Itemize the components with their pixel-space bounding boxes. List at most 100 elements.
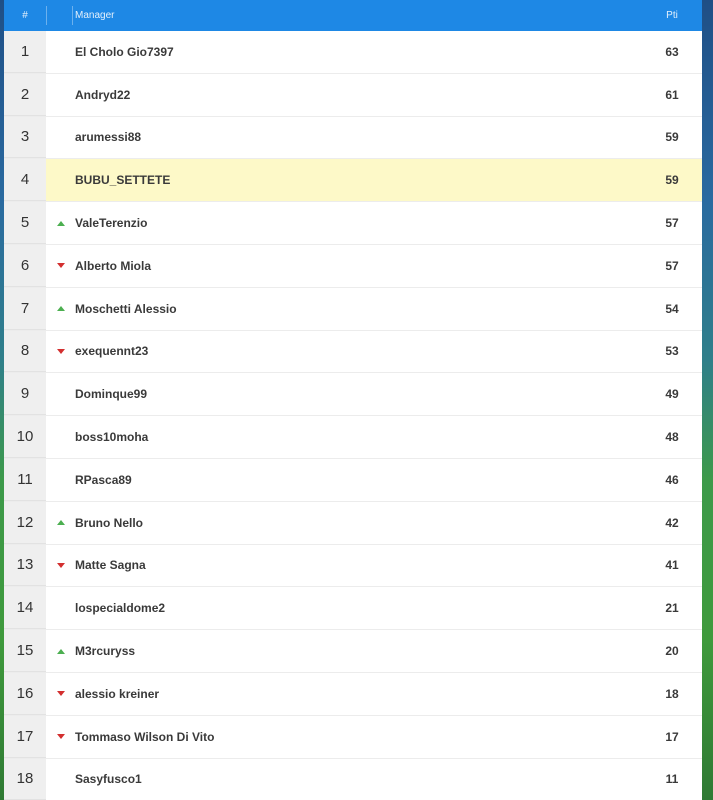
- row-trend: [46, 716, 75, 758]
- table-row[interactable]: 2 Andryd22 61: [4, 73, 702, 117]
- table-row[interactable]: 5 ValeTerenzio 57: [4, 202, 702, 245]
- table-row[interactable]: 10 boss10moha 48: [4, 416, 702, 459]
- manager-name[interactable]: Moschetti Alessio: [75, 301, 177, 316]
- row-trend: [46, 459, 75, 501]
- row-trend: [46, 117, 75, 159]
- row-points: 63: [665, 44, 679, 59]
- table-row[interactable]: 8 exequennt23 53: [4, 330, 702, 374]
- table-row[interactable]: 6 Alberto Miola 57: [4, 244, 702, 288]
- manager-name[interactable]: Dominque99: [75, 387, 148, 402]
- manager-name[interactable]: arumessi88: [75, 130, 142, 145]
- row-trend: [46, 202, 75, 244]
- header-points[interactable]: Pti: [666, 10, 678, 21]
- table-row[interactable]: 3 arumessi88 59: [4, 116, 702, 160]
- row-points: 59: [665, 130, 679, 145]
- table-body: 1 El Cholo Gio7397 63 2 Andryd22 61 3 arumessi8…: [4, 31, 702, 800]
- arrow-down-icon: [56, 348, 65, 354]
- header-manager[interactable]: Manager: [75, 10, 115, 21]
- header-rank[interactable]: #: [22, 10, 28, 21]
- row-trend: [46, 502, 75, 544]
- table-row[interactable]: 17 Tommaso Wilson Di Vito 17: [4, 715, 702, 759]
- row-trend: [46, 587, 75, 629]
- row-points: 54: [665, 301, 679, 316]
- row-rank: 17: [4, 715, 46, 758]
- row-trend: [46, 373, 75, 415]
- row-trend: [46, 331, 75, 373]
- row-points: 48: [665, 430, 679, 445]
- manager-name[interactable]: BUBU_SETTETE: [75, 159, 642, 202]
- header-divider: [46, 6, 47, 25]
- manager-name[interactable]: exequennt23: [75, 344, 149, 359]
- row-trend: [46, 630, 75, 672]
- row-points: 53: [665, 344, 679, 359]
- manager-name[interactable]: alessio kreiner: [75, 686, 160, 701]
- row-points: 59: [642, 159, 702, 202]
- row-trend: [46, 74, 75, 116]
- manager-name[interactable]: ValeTerenzio: [75, 216, 148, 231]
- manager-name[interactable]: Alberto Miola: [75, 258, 152, 273]
- header-divider: [72, 6, 73, 25]
- table-row[interactable]: 18 Sasyfusco1 11: [4, 758, 702, 800]
- row-trend: [46, 545, 75, 587]
- row-rank: 1: [4, 31, 46, 73]
- table-row[interactable]: 4 BUBU_SETTETE 59: [4, 159, 702, 203]
- manager-name[interactable]: Bruno Nello: [75, 515, 143, 530]
- table-row[interactable]: 13 Matte Sagna 41: [4, 544, 702, 588]
- manager-name[interactable]: lospecialdome2: [75, 601, 166, 616]
- row-points: 49: [665, 387, 679, 402]
- table-row[interactable]: 16 alessio kreiner 18: [4, 672, 702, 716]
- row-rank: 7: [4, 287, 46, 330]
- standings-table: # Manager Pti 1 El Cholo Gio7397 63 2 Andryd…: [4, 0, 702, 800]
- arrow-up-icon: [56, 520, 65, 526]
- manager-name[interactable]: El Cholo Gio7397: [75, 44, 174, 59]
- table-row[interactable]: 15 M3rcuryss 20: [4, 630, 702, 673]
- table-row[interactable]: 9 Dominque99 49: [4, 373, 702, 417]
- row-trend: [46, 245, 75, 287]
- row-trend: [46, 416, 75, 458]
- row-points: 61: [665, 87, 679, 102]
- row-trend: [46, 673, 75, 715]
- row-trend: [46, 159, 75, 202]
- row-rank: 8: [4, 330, 46, 373]
- manager-name[interactable]: M3rcuryss: [75, 644, 136, 659]
- row-points: 17: [665, 729, 679, 744]
- arrow-up-icon: [56, 648, 65, 654]
- row-rank: 14: [4, 587, 46, 630]
- manager-name[interactable]: Matte Sagna: [75, 558, 146, 573]
- row-rank: 18: [4, 758, 46, 800]
- row-trend: [46, 288, 75, 330]
- table-row[interactable]: 11 RPasca89 46: [4, 458, 702, 502]
- row-rank: 4: [4, 159, 46, 202]
- row-rank: 2: [4, 73, 46, 116]
- table-row[interactable]: 1 El Cholo Gio7397 63: [4, 31, 702, 74]
- table-row[interactable]: 14 lospecialdome2 21: [4, 587, 702, 631]
- row-rank: 9: [4, 373, 46, 416]
- row-rank: 6: [4, 244, 46, 287]
- row-trend: [46, 31, 75, 73]
- table-header: # Manager Pti: [4, 0, 702, 31]
- manager-name[interactable]: boss10moha: [75, 430, 149, 445]
- row-rank: 16: [4, 672, 46, 715]
- row-points: 42: [665, 515, 679, 530]
- row-rank: 13: [4, 544, 46, 587]
- table-row[interactable]: 7 Moschetti Alessio 54: [4, 287, 702, 331]
- arrow-up-icon: [56, 306, 65, 312]
- arrow-up-icon: [56, 220, 65, 226]
- arrow-down-icon: [56, 734, 65, 740]
- row-rank: 3: [4, 116, 46, 159]
- manager-name[interactable]: RPasca89: [75, 472, 132, 487]
- row-rank: 11: [4, 458, 46, 501]
- row-trend: [46, 759, 75, 800]
- row-points: 46: [665, 472, 679, 487]
- row-points: 18: [665, 686, 679, 701]
- arrow-down-icon: [56, 263, 65, 269]
- row-points: 11: [665, 772, 679, 787]
- table-row[interactable]: 12 Bruno Nello 42: [4, 501, 702, 545]
- row-points: 57: [665, 258, 679, 273]
- row-points: 57: [665, 216, 679, 231]
- manager-name[interactable]: Tommaso Wilson Di Vito: [75, 729, 215, 744]
- manager-name[interactable]: Andryd22: [75, 87, 131, 102]
- manager-name[interactable]: Sasyfusco1: [75, 772, 142, 787]
- row-rank: 10: [4, 416, 46, 458]
- row-points: 21: [665, 601, 679, 616]
